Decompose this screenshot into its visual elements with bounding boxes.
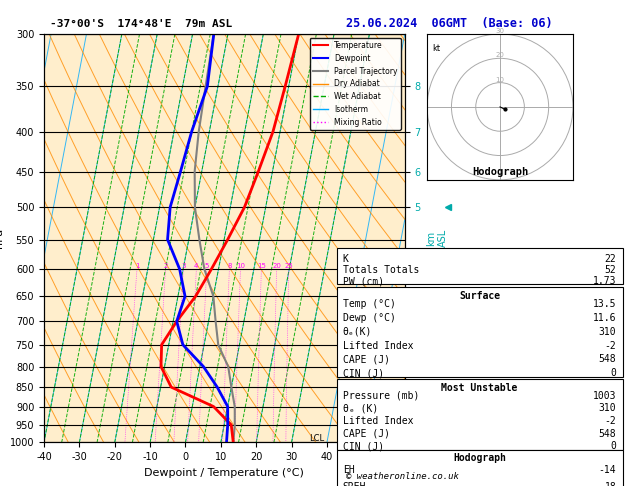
Text: 548: 548 <box>599 354 616 364</box>
Text: 1003: 1003 <box>593 391 616 401</box>
Text: 30: 30 <box>496 28 504 34</box>
Text: 3: 3 <box>181 263 186 269</box>
Text: CAPE (J): CAPE (J) <box>343 429 390 439</box>
Text: Most Unstable: Most Unstable <box>442 383 518 393</box>
Text: LCL: LCL <box>309 434 324 443</box>
Text: Hodograph: Hodograph <box>472 167 528 177</box>
Text: 15: 15 <box>257 263 266 269</box>
Text: 25.06.2024  06GMT  (Base: 06): 25.06.2024 06GMT (Base: 06) <box>346 17 552 30</box>
Text: 2: 2 <box>164 263 168 269</box>
Text: 20: 20 <box>272 263 281 269</box>
Text: 1: 1 <box>135 263 139 269</box>
Text: CIN (J): CIN (J) <box>343 441 384 451</box>
Text: 0: 0 <box>611 441 616 451</box>
Text: kt: kt <box>432 44 440 53</box>
Text: Temp (°C): Temp (°C) <box>343 299 396 310</box>
Text: 548: 548 <box>599 429 616 439</box>
Text: CAPE (J): CAPE (J) <box>343 354 390 364</box>
Text: θₑ(K): θₑ(K) <box>343 327 372 337</box>
Text: Pressure (mb): Pressure (mb) <box>343 391 419 401</box>
Text: SREH: SREH <box>343 482 366 486</box>
Text: -2: -2 <box>604 416 616 426</box>
Text: 10: 10 <box>236 263 245 269</box>
Text: Totals Totals: Totals Totals <box>343 265 419 275</box>
Text: EH: EH <box>343 465 355 475</box>
Text: -2: -2 <box>604 341 616 351</box>
Text: 11.6: 11.6 <box>593 313 616 323</box>
Text: 310: 310 <box>599 403 616 414</box>
Text: 4: 4 <box>194 263 199 269</box>
Text: © weatheronline.co.uk: © weatheronline.co.uk <box>346 472 459 481</box>
Text: 25: 25 <box>284 263 293 269</box>
Text: 18: 18 <box>604 482 616 486</box>
Text: Hodograph: Hodograph <box>453 453 506 464</box>
Text: -14: -14 <box>599 465 616 475</box>
Text: K: K <box>343 254 348 264</box>
Text: 0: 0 <box>611 368 616 378</box>
Text: PW (cm): PW (cm) <box>343 277 384 286</box>
Y-axis label: hPa: hPa <box>0 228 4 248</box>
Text: 20: 20 <box>496 52 504 58</box>
Text: Lifted Index: Lifted Index <box>343 341 413 351</box>
Text: -37°00'S  174°48'E  79m ASL: -37°00'S 174°48'E 79m ASL <box>50 19 233 30</box>
Text: Surface: Surface <box>459 291 500 301</box>
Text: 10: 10 <box>496 77 504 83</box>
Text: Lifted Index: Lifted Index <box>343 416 413 426</box>
Text: CIN (J): CIN (J) <box>343 368 384 378</box>
Legend: Temperature, Dewpoint, Parcel Trajectory, Dry Adiabat, Wet Adiabat, Isotherm, Mi: Temperature, Dewpoint, Parcel Trajectory… <box>310 38 401 130</box>
Text: θₑ (K): θₑ (K) <box>343 403 378 414</box>
Text: 1.73: 1.73 <box>593 277 616 286</box>
X-axis label: Dewpoint / Temperature (°C): Dewpoint / Temperature (°C) <box>145 468 304 478</box>
Text: Dewp (°C): Dewp (°C) <box>343 313 396 323</box>
Text: 310: 310 <box>599 327 616 337</box>
Text: 13.5: 13.5 <box>593 299 616 310</box>
Text: 22: 22 <box>604 254 616 264</box>
Text: 52: 52 <box>604 265 616 275</box>
Text: 8: 8 <box>227 263 231 269</box>
Text: 5: 5 <box>204 263 209 269</box>
Y-axis label: km
ASL: km ASL <box>426 229 448 247</box>
